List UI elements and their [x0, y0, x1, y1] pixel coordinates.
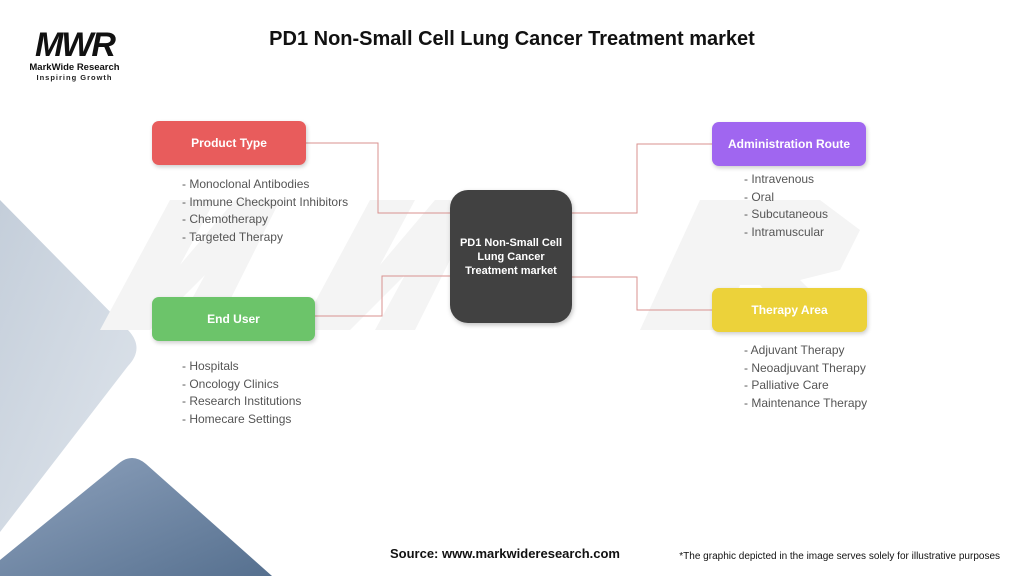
- connector-administration-route: [572, 143, 712, 214]
- center-node-label: PD1 Non-Small Cell Lung Cancer Treatment…: [459, 236, 563, 277]
- list-item: - Homecare Settings: [182, 411, 292, 426]
- light-diamond-shape: [0, 200, 137, 532]
- logo-name: MarkWide Research: [29, 62, 120, 73]
- list-item: - Neoadjuvant Therapy: [744, 360, 866, 375]
- list-item: - Research Institutions: [182, 394, 302, 409]
- list-item: - Hospitals: [182, 359, 239, 373]
- list-item: - Oral: [744, 189, 774, 204]
- list-item: - Maintenance Therapy: [744, 395, 868, 410]
- administration-route-list: - Intravenous - Oral - Subcutaneous - In…: [744, 171, 828, 241]
- connector-therapy-area: [572, 276, 712, 311]
- connector-end-user: [315, 275, 450, 317]
- therapy-area-list: - Adjuvant Therapy - Neoadjuvant Therapy…: [744, 342, 867, 412]
- logo-mark: MWR: [35, 26, 116, 64]
- administration-route-box: Administration Route: [712, 122, 866, 166]
- logo-tagline: Inspiring Growth: [36, 73, 113, 82]
- end-user-list: - Hospitals - Oncology Clinics - Researc…: [182, 358, 301, 428]
- end-user-box: End User: [152, 297, 315, 341]
- list-item: - Immune Checkpoint Inhibitors: [182, 194, 349, 209]
- list-item: - Adjuvant Therapy: [744, 343, 845, 357]
- list-item: - Subcutaneous: [744, 207, 829, 222]
- therapy-area-box: Therapy Area: [712, 288, 867, 332]
- list-item: - Targeted Therapy: [182, 229, 283, 244]
- connectors: [306, 142, 712, 317]
- page-title: PD1 Non-Small Cell Lung Cancer Treatment…: [269, 28, 755, 50]
- center-node: PD1 Non-Small Cell Lung Cancer Treatment…: [450, 190, 572, 323]
- list-item: - Chemotherapy: [182, 212, 269, 227]
- connector-product-type: [306, 142, 450, 214]
- list-item: - Palliative Care: [744, 378, 829, 393]
- disclaimer-text: *The graphic depicted in the image serve…: [679, 551, 1000, 562]
- list-item: - Monoclonal Antibodies: [182, 177, 310, 191]
- product-type-list: - Monoclonal Antibodies - Immune Checkpo…: [182, 176, 348, 246]
- logo: MWR MarkWide Research Inspiring Growth: [22, 28, 127, 82]
- list-item: - Intravenous: [744, 172, 815, 186]
- list-item: - Intramuscular: [744, 224, 825, 239]
- dark-triangle-shape: [0, 458, 272, 576]
- source-text: Source: www.markwideresearch.com: [389, 546, 620, 561]
- list-item: - Oncology Clinics: [182, 376, 279, 391]
- product-type-box: Product Type: [152, 121, 306, 165]
